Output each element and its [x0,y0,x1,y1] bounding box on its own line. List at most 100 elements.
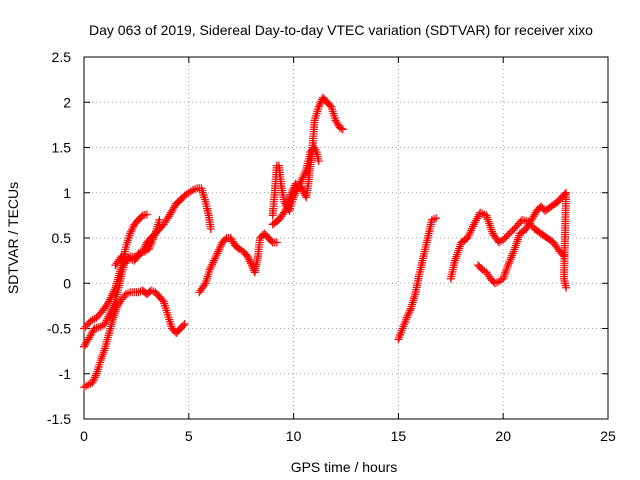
data-point [284,196,293,205]
data-point [402,313,411,322]
data-point [281,204,290,213]
data-point [450,256,459,265]
data-point [500,270,509,279]
data-point [463,234,472,242]
data-point [112,303,121,312]
x-tick-label: 5 [185,428,193,444]
data-point [128,224,137,233]
data-point [483,215,492,224]
data-point [142,210,151,219]
data-point [279,208,288,217]
data-point [282,202,291,211]
data-point [465,230,474,239]
y-tick-label: -1.5 [47,411,71,427]
data-point [468,224,477,233]
data-point [215,243,224,252]
data-point [513,235,522,244]
y-tick-label: 0 [63,275,71,291]
data-point [214,245,223,254]
data-point [503,262,512,271]
data-point [211,253,220,262]
data-point [245,255,254,264]
data-point [338,125,347,134]
data-point [90,373,99,382]
data-point [508,251,517,260]
data-point [155,215,164,224]
data-point [502,264,511,273]
data-point [432,214,441,223]
data-point [267,237,276,246]
data-point [454,246,463,255]
data-point [466,228,475,237]
data-point [511,241,520,250]
data-point [228,237,237,246]
data-point [150,231,159,240]
y-tick-label: 2 [63,94,71,110]
data-point [516,217,525,226]
x-tick-label: 20 [495,428,511,444]
data-point [214,247,223,256]
data-point [506,255,515,264]
data-point [485,219,494,228]
data-point [116,253,125,262]
data-point [208,260,217,269]
data-point [209,258,218,267]
data-point [111,307,120,316]
x-tick-label: 25 [600,428,616,444]
data-point [453,250,462,259]
data-point [109,313,118,322]
data-point [316,99,325,108]
x-tick-label: 15 [391,428,407,444]
data-point [297,175,306,184]
data-point [337,124,346,133]
data-point [464,232,473,241]
data-point [126,227,135,236]
y-tick-label: -1 [59,366,72,382]
data-point [487,225,496,234]
chart-title: Day 063 of 2019, Sidereal Day-to-day VTE… [89,22,593,38]
data-point [510,245,519,254]
data-point [97,354,106,363]
x-tick-label: 0 [80,428,88,444]
data-point [103,314,112,323]
data-point [486,223,495,232]
data-point [100,346,109,355]
data-point [98,350,107,359]
data-point [246,259,255,268]
data-point [562,283,571,292]
data-point [513,237,522,246]
data-point [514,233,523,242]
data-point [205,265,214,274]
data-point [110,309,119,318]
data-point [127,225,136,234]
data-point [455,242,464,251]
data-point [104,312,113,321]
data-point [485,221,494,230]
data-point [107,291,116,300]
data-point [98,352,107,361]
data-point [452,252,461,261]
data-point [207,262,216,271]
data-point [504,259,513,268]
y-tick-label: 1 [63,185,71,201]
data-point [272,238,281,247]
data-point [505,257,514,266]
data-point [299,171,308,180]
data-points [80,93,571,392]
y-tick-label: 1.5 [52,140,72,156]
data-point [406,306,415,315]
data-point [144,244,153,253]
y-tick-label: 2.5 [52,49,72,65]
data-point [288,186,297,195]
data-point [512,239,521,248]
data-point [484,217,493,226]
data-point [453,248,462,257]
data-point [106,293,115,302]
data-point [287,188,296,197]
data-point [210,254,219,263]
data-point [499,272,508,281]
data-point [126,229,135,238]
data-point [468,222,477,231]
data-point [206,224,215,233]
x-ticks: 0 5 10 15 20 25 [80,57,616,444]
